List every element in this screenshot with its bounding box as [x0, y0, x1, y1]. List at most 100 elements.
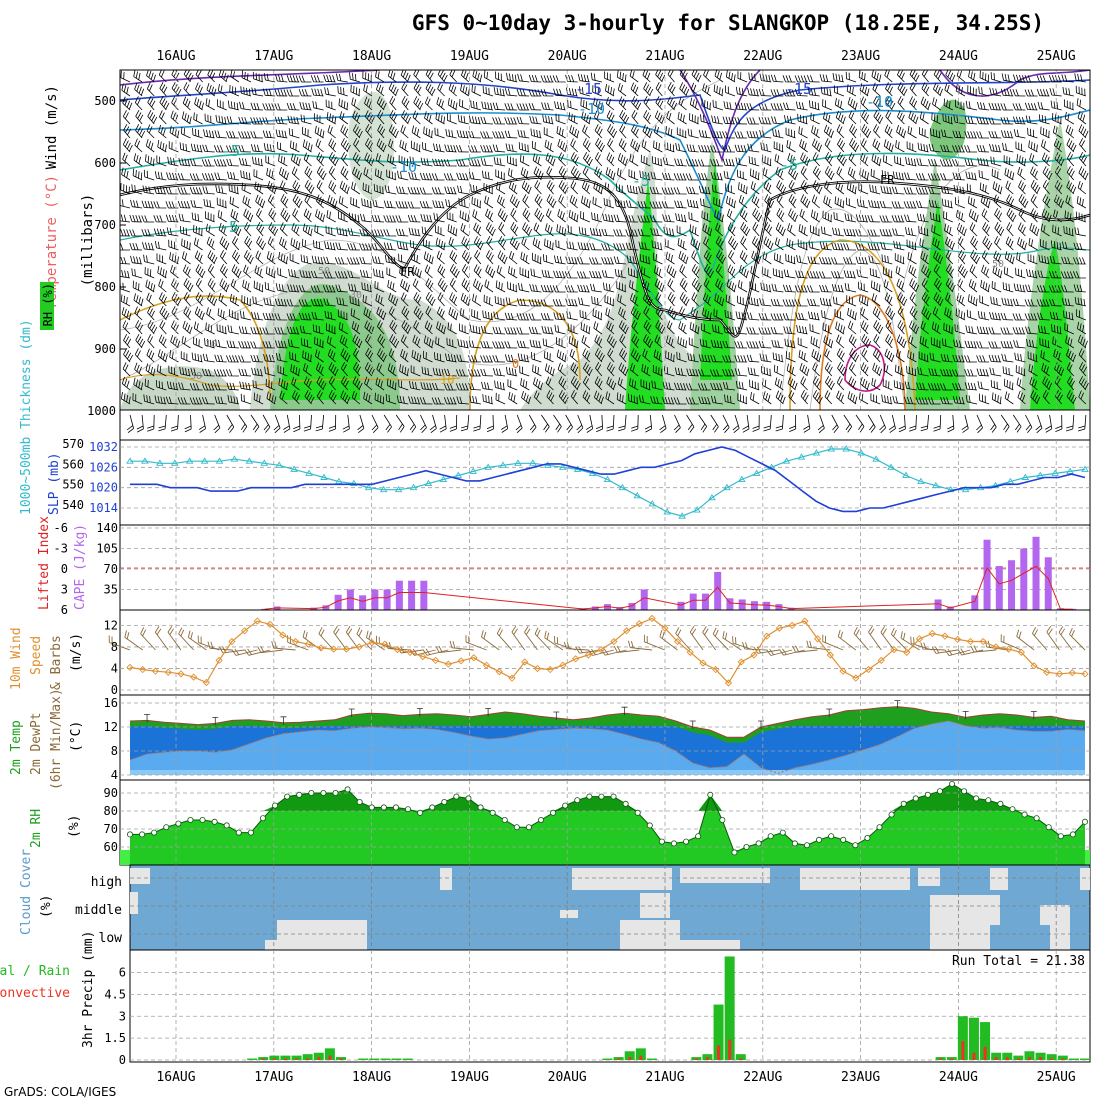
upper-barb — [843, 243, 857, 251]
upper-barb — [323, 256, 336, 265]
upper-barb — [871, 153, 882, 167]
upper-barb — [1063, 225, 1074, 237]
upper-barb — [1079, 138, 1087, 153]
upper-barb — [735, 380, 748, 391]
upper-barb — [867, 215, 881, 223]
upper-barb — [970, 250, 981, 265]
upper-barb — [1029, 153, 1038, 167]
thickness-marker — [618, 483, 627, 491]
upper-barb — [166, 172, 179, 181]
upper-barb — [471, 196, 482, 209]
wind-marker — [699, 659, 707, 667]
upper-barb — [642, 70, 651, 83]
upper-barb — [304, 180, 315, 195]
upper-barb — [279, 222, 288, 237]
upper-barb — [870, 393, 881, 405]
wind-marker — [240, 627, 249, 635]
upper-barb — [431, 382, 445, 391]
upper-barb — [280, 194, 289, 209]
upper-barb — [206, 236, 215, 251]
precip-conv-bar — [295, 1058, 299, 1060]
upper-barb — [214, 354, 227, 363]
upper-barb — [157, 265, 167, 279]
upper-barb — [978, 86, 990, 97]
upper-barb — [229, 309, 240, 321]
wind-barb — [496, 627, 513, 651]
upper-barb — [891, 186, 905, 195]
upper-barb — [1052, 224, 1062, 237]
upper-barb — [1042, 166, 1053, 181]
upper-barb — [435, 112, 446, 125]
upper-barb — [145, 363, 156, 377]
wind-marker — [966, 637, 975, 646]
slp-tick: 1014 — [89, 501, 118, 515]
upper-barb — [376, 362, 385, 377]
upper-barb — [386, 267, 397, 279]
precip-total-bar — [1068, 1058, 1079, 1060]
upper-barb — [903, 396, 917, 405]
upper-barb — [424, 111, 433, 125]
upper-barb — [274, 327, 288, 335]
upper-barb — [904, 381, 917, 391]
upper-barb — [1026, 339, 1038, 349]
upper-barb — [1062, 310, 1074, 321]
upper-barb — [1027, 351, 1038, 363]
upper-barb — [250, 354, 264, 363]
upper-barb — [819, 74, 832, 83]
contour-0-left — [120, 295, 271, 401]
upper-barb — [507, 155, 518, 167]
bottom-date-2: 18AUG — [352, 1070, 391, 1085]
thickness-marker — [931, 481, 940, 489]
strip-barb — [803, 414, 811, 433]
thickness-marker — [260, 459, 269, 466]
upper-barb — [214, 172, 227, 181]
upper-barb — [980, 279, 990, 293]
precip-panel: Run Total = 21.38 64.531.50 Total / Rain… — [0, 931, 1091, 1067]
upper-barb — [799, 208, 808, 223]
wind-barb — [779, 648, 806, 656]
upper-barb — [800, 180, 809, 195]
upper-barb — [383, 200, 397, 209]
upper-barb — [314, 125, 325, 139]
top-date-8: 24AUG — [939, 49, 978, 64]
wind-marker — [444, 660, 452, 668]
upper-barb — [158, 278, 167, 293]
thickness-marker — [514, 459, 522, 466]
upper-barb — [120, 229, 131, 237]
upper-barb — [251, 311, 264, 321]
upper-barb — [386, 378, 397, 391]
li-tick: -3 — [54, 542, 68, 556]
upper-barb — [1038, 114, 1050, 125]
upper-barb — [1030, 180, 1041, 195]
upper-barb — [824, 180, 833, 195]
upper-barb — [625, 242, 639, 251]
wind-barb — [435, 645, 462, 654]
cape-bar — [261, 608, 269, 610]
upper-barb — [750, 392, 760, 405]
upper-barb — [302, 126, 312, 139]
rh-marker — [936, 788, 943, 795]
upper-barb — [774, 377, 784, 391]
upper-barb — [241, 70, 252, 83]
upper-barb — [425, 292, 436, 307]
upper-barb — [508, 180, 518, 195]
upper-barb — [861, 124, 872, 139]
upper-barb — [931, 337, 941, 349]
upper-barb — [675, 213, 687, 223]
rh-contour-3 — [779, 165, 1001, 410]
upper-barb — [280, 208, 291, 223]
upper-barb — [916, 213, 929, 223]
run-total-label: Run Total = 21.38 — [952, 954, 1085, 969]
upper-barb — [605, 391, 615, 405]
thickness-tick: 540 — [62, 498, 84, 512]
strip-barb — [136, 414, 144, 433]
temp-minmax — [689, 720, 696, 729]
upper-barb — [1061, 285, 1074, 293]
upper-barb — [279, 180, 288, 195]
upper-barb — [544, 139, 554, 153]
upper-barb — [328, 138, 337, 153]
upper-barb — [794, 285, 808, 293]
upper-barb — [1037, 270, 1050, 279]
upper-barb — [183, 306, 192, 321]
upper-barb — [1079, 362, 1088, 377]
